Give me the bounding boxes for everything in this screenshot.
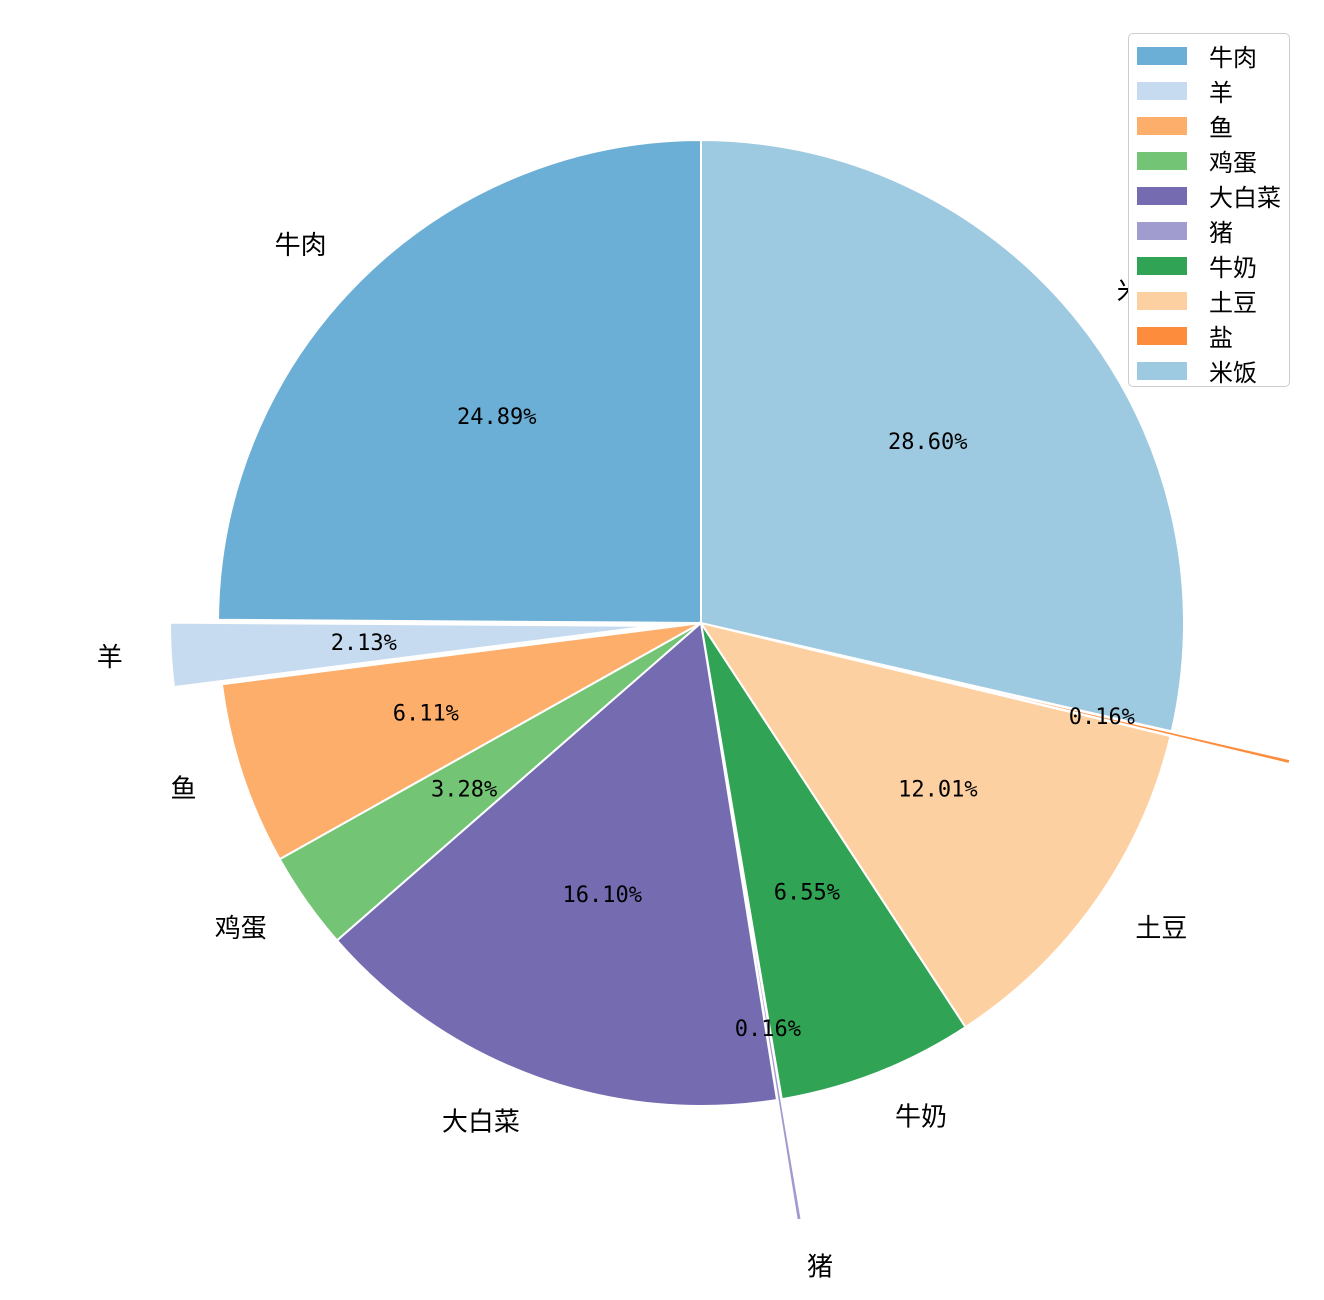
legend-label: 大白菜 [1209,184,1281,212]
legend-item: 牛肉 [1137,38,1289,73]
pie-slice [700,138,1186,733]
pie-slice [220,622,702,861]
category-label: 土豆 [1135,914,1187,944]
legend-item: 大白菜 [1137,178,1289,213]
percent-label: 6.55% [774,880,840,905]
percent-label: 0.16% [1069,705,1135,730]
legend-item: 鱼 [1137,108,1289,143]
pie-slice [819,650,1292,766]
legend: 牛肉羊鱼鸡蛋大白菜猪牛奶土豆盐米饭 [1128,33,1290,387]
percent-label: 16.10% [562,883,641,908]
legend-item: 鸡蛋 [1137,143,1289,178]
legend-swatch [1137,291,1187,310]
category-label: 大白菜 [442,1107,520,1137]
percent-label: 6.11% [393,701,459,726]
category-label: 牛奶 [895,1103,947,1133]
percent-label: 24.89% [457,405,536,430]
percent-label: 12.01% [898,777,977,802]
percent-label: 28.60% [888,430,967,455]
legend-label: 牛奶 [1209,254,1257,282]
category-label: 猪 [807,1253,833,1283]
pie-slices [169,138,1292,1222]
pie-slice [217,138,702,625]
legend-item: 米饭 [1137,353,1289,388]
legend-swatch [1137,256,1187,275]
legend-item: 土豆 [1137,283,1289,318]
legend-swatch [1137,46,1187,65]
pie-slice [700,622,967,1101]
pie-slice [169,621,654,689]
legend-label: 鱼 [1209,114,1233,142]
legend-swatch [1137,221,1187,240]
legend-item: 猪 [1137,213,1289,248]
legend-item: 盐 [1137,318,1289,353]
legend-swatch [1137,326,1187,345]
legend-label: 牛肉 [1209,44,1257,72]
legend-item: 牛奶 [1137,248,1289,283]
pie-labels: 24.89% 牛肉 2.13% 羊 6.11% 鱼 3.28% 鸡蛋 16.10% 大白菜 0.16… [97,231,1188,1283]
pie-slice [698,621,1172,1029]
percent-label: 0.16% [735,1017,801,1042]
legend-label: 盐 [1209,324,1233,352]
category-label: 鸡蛋 [215,914,267,944]
category-label: 牛肉 [275,231,327,261]
legend-swatch [1137,186,1187,205]
legend-label: 土豆 [1209,289,1257,317]
legend-swatch [1137,116,1187,135]
category-label: 羊 [97,643,123,673]
legend-item: 羊 [1137,73,1289,108]
legend-label: 羊 [1209,79,1233,107]
percent-label: 3.28% [431,777,497,802]
percent-label: 2.13% [331,631,397,656]
pie-slice [335,621,779,1107]
legend-label: 鸡蛋 [1209,149,1257,177]
legend-label: 米饭 [1209,359,1257,387]
category-label: 鱼 [170,775,196,805]
legend-swatch [1137,151,1187,170]
legend-swatch [1137,81,1187,100]
legend-label: 猪 [1209,219,1233,247]
legend-swatch [1137,361,1187,380]
